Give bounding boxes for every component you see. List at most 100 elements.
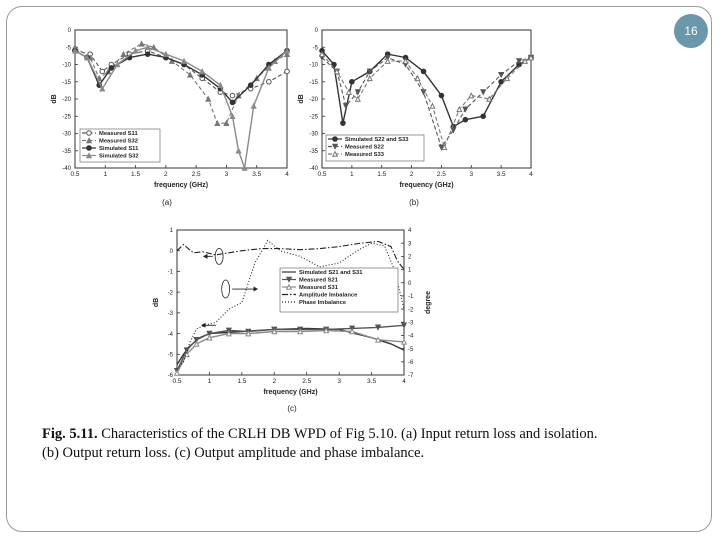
chart-c-annotation-arrowhead-s21 [200, 322, 206, 328]
chart-a-series-2-line [74, 43, 288, 124]
slide-frame [6, 6, 712, 532]
chart-a-legend-marker-2 [85, 137, 93, 144]
chart-b-legend-marker-3 [331, 150, 339, 157]
chart-b-series-3 [318, 50, 535, 151]
chart-c-y-tick-label: 1 [170, 228, 174, 234]
chart-c-legend-marker-2 [285, 276, 293, 283]
chart-b-x-tick-label: 1.5 [377, 171, 386, 178]
chart-b-legend-entry-1: Simulated S22 and S33 [345, 137, 409, 143]
chart-c-y2-tick-label: 3 [408, 241, 412, 247]
chart-c-y2-tick-label: -2 [408, 307, 414, 313]
chart-a-y-tick-label: 0 [68, 28, 72, 34]
chart-b-x-tick-label: 3 [469, 171, 473, 178]
chart-b-legend-entry-2: Measured S22 [345, 145, 384, 151]
chart-c-x-tick-label: 4 [402, 378, 406, 385]
chart-c-series-2 [173, 322, 408, 375]
chart-a-y-tick-label: -40 [62, 166, 71, 172]
chart-a-y-tick-label: -25 [62, 114, 71, 120]
chart-a-x-tick-label: 3.5 [252, 171, 261, 178]
figure-caption: Fig. 5.11. Characteristics of the CRLH D… [42, 425, 602, 463]
chart-c-annotation-circle-phase [214, 247, 224, 265]
chart-c-plot-area [176, 229, 405, 376]
chart-a-y-tick-label: -20 [62, 97, 71, 103]
chart-b-y-tick-label: -40 [309, 166, 318, 172]
chart-b-y-tick-label: -30 [309, 132, 318, 138]
chart-c-y2-tick-label: 0 [408, 281, 412, 287]
chart-a-y-tick-label: -15 [62, 80, 71, 86]
chart-c-legend-entry-5: Phase Imbalance [299, 300, 347, 306]
chart-c-y2-tick-label: -7 [408, 373, 414, 379]
chart-c-annotation-arrowhead-phase [202, 253, 208, 259]
chart-a-series-4-line [74, 46, 288, 169]
chart-b-x-tick-label: 1 [350, 171, 354, 178]
chart-c-y-tick-label: 0 [170, 249, 174, 255]
chart-c-y2-tick-label: -1 [408, 294, 414, 300]
chart-b-sublabel: (b) [409, 198, 419, 207]
chart-b-y-axis-label: dB [298, 94, 305, 103]
chart-b-y-tick-label: -5 [313, 45, 319, 51]
chart-b-legend-entry-3: Measured S33 [345, 152, 385, 158]
chart-a-x-tick-label: 4 [285, 171, 289, 178]
chart-b-x-tick-label: 2 [410, 171, 414, 178]
chart-c-legend-marker-3 [285, 283, 293, 290]
chart-c-y2-tick-label: 4 [408, 228, 412, 234]
chart-b-legend-box [325, 134, 425, 162]
chart-b-y-tick-label: -20 [309, 97, 318, 103]
chart-c-x-tick-label: 1.5 [237, 378, 246, 385]
caption-label: Fig. 5.11. [42, 426, 98, 442]
chart-c-series-4-line [176, 240, 405, 270]
chart-c-y2-tick-label: -4 [408, 334, 414, 340]
chart-b-y-tick-label: -35 [309, 149, 318, 155]
chart-a-legend-entry-4: Simulated S32 [99, 154, 139, 160]
chart-a-legend-marker-4 [85, 152, 93, 159]
chart-a-series-3-line [74, 50, 288, 104]
chart-c-x-tick-label: 3 [337, 378, 341, 385]
chart-c-series-5 [176, 239, 405, 369]
chart-c-annotation-circle-amplitude [221, 279, 231, 299]
chart-c-y2-axis-label: degree [425, 291, 432, 314]
chart-a-series-3 [72, 47, 290, 106]
chart-a-legend-entry-3: Simulated S11 [99, 146, 139, 152]
chart-b-legend-marker-2 [331, 143, 339, 150]
chart-b-x-tick-label: 3.5 [497, 171, 506, 178]
chart-c-x-tick-label: 2 [272, 378, 276, 385]
chart-c-x-axis-label: frequency (GHz) [263, 389, 317, 396]
chart-c-y-tick-label: -6 [168, 373, 174, 379]
chart-b-y-tick-label: -10 [309, 63, 318, 69]
chart-a-x-tick-label: 3 [225, 171, 229, 178]
chart-c-legend-entry-2: Measured S21 [299, 278, 339, 284]
chart-a-x-tick-label: 0.5 [70, 171, 79, 178]
chart-a-y-tick-label: -10 [62, 63, 71, 69]
chart-b-x-tick-label: 4 [529, 171, 533, 178]
chart-a-legend-entry-1: Measured S11 [99, 131, 138, 137]
page-number-badge: 16 [674, 14, 708, 48]
chart-b-series-1-line [321, 50, 532, 128]
chart-b-series-3-line [321, 53, 532, 150]
chart-b-x-tick-label: 0.5 [317, 171, 326, 178]
chart-c-y-tick-label: -3 [168, 311, 174, 317]
caption-text: Characteristics of the CRLH DB WPD of Fi… [42, 426, 598, 461]
chart-a-series-4 [71, 43, 291, 171]
chart-c-y2-tick-label: -3 [408, 320, 414, 326]
chart-c-y2-tick-label: -5 [408, 347, 414, 353]
chart-a-x-tick-label: 2.5 [192, 171, 201, 178]
chart-a-legend-marker-3 [86, 145, 92, 151]
chart-b-y-tick-label: -25 [309, 114, 318, 120]
chart-a-x-axis-label: frequency (GHz) [154, 182, 208, 189]
chart-a-y-tick-label: -5 [66, 45, 72, 51]
chart-a-x-tick-label: 1.5 [131, 171, 140, 178]
chart-c-x-tick-label: 3.5 [367, 378, 376, 385]
chart-a-x-tick-label: 2 [164, 171, 168, 178]
chart-c-y-tick-label: -4 [168, 332, 174, 338]
chart-c-legend-entry-4: Amplitude Imbalance [299, 293, 358, 299]
chart-a-legend-box [79, 128, 161, 163]
chart-b-y-tick-label: -15 [309, 80, 318, 86]
chart-a-y-axis-label: dB [51, 94, 58, 103]
chart-c-legend-entry-1: Simulated S21 and S31 [299, 270, 363, 276]
chart-b-x-tick-label: 2.5 [437, 171, 446, 178]
chart-c-sublabel: (c) [287, 404, 297, 413]
chart-b-x-axis-label: frequency (GHz) [399, 182, 453, 189]
chart-c-legend-entry-3: Measured S31 [299, 285, 339, 291]
chart-c-x-tick-label: 0.5 [172, 378, 181, 385]
